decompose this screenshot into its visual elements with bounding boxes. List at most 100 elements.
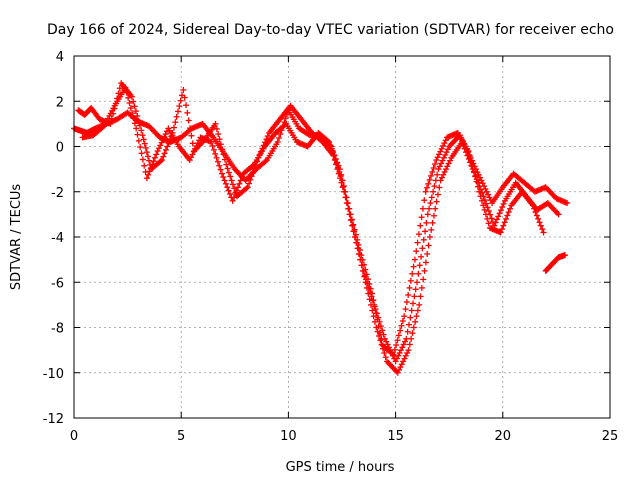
data-point [340,183,347,190]
data-point [485,191,492,198]
data-point [366,280,373,287]
data-point [373,310,380,317]
chart-title: Day 166 of 2024, Sidereal Day-to-day VTE… [47,22,614,38]
data-point [423,219,430,226]
data-point [418,284,425,291]
data-point [481,206,488,213]
data-point [327,142,334,149]
data-point [277,131,284,138]
data-point [404,328,411,335]
data-point [438,145,445,152]
data-point [383,338,390,345]
data-point [498,226,505,233]
data-point [223,161,230,168]
data-point [382,354,389,361]
y-tick-label: -10 [43,367,64,382]
data-point [414,307,421,314]
data-point [409,270,416,277]
data-point [220,151,227,158]
data-point [536,219,543,226]
data-point [133,125,140,132]
data-point [426,234,433,240]
y-tick-label: -8 [51,322,64,337]
data-point [436,163,443,170]
data-point [444,146,451,153]
data-point [397,347,404,354]
data-point [131,120,138,127]
data-point [411,293,418,300]
data-point [421,197,428,204]
data-point [194,140,201,147]
data-point [407,314,414,321]
data-point [342,188,349,195]
data-point [389,350,396,357]
data-point [468,158,475,165]
data-point [395,332,402,339]
data-point [429,219,436,226]
data-point [392,358,399,365]
data-point [134,131,141,138]
data-point [441,140,448,147]
data-point [440,154,447,161]
data-point [377,329,384,336]
data-point [396,366,403,373]
data-point [162,131,169,138]
data-point [250,169,257,176]
y-tick-label: -6 [51,276,64,291]
data-point [430,164,437,171]
data-point [393,342,400,349]
data-point [425,242,432,249]
data-point [430,188,437,195]
data-point [421,267,428,274]
data-point [225,187,232,194]
data-point [399,344,406,351]
data-point [132,108,139,115]
y-tick-label: 2 [56,95,64,110]
data-point [214,158,221,165]
data-point [346,205,353,212]
data-point [423,184,430,191]
data-point [399,317,406,324]
data-point [350,221,357,228]
data-point [212,120,219,127]
data-point [147,164,154,171]
data-point [209,142,216,149]
data-point [99,124,106,131]
data-point [422,259,429,266]
data-point [229,181,236,188]
data-point [501,219,508,226]
data-point [485,207,492,214]
data-point [473,178,480,185]
data-point [539,226,546,233]
data-point [166,136,173,143]
data-point [354,236,361,243]
axis-ticks: 0 5 10 15 20 25 -12 -10 -8 -6 -4 -2 0 2 4 [43,50,619,444]
data-point [359,256,366,263]
data-point [434,154,441,161]
data-point [371,303,378,310]
data-point [208,138,215,145]
data-point [564,200,571,207]
data-point [122,84,129,91]
data-point [193,142,200,149]
data-point [418,253,425,260]
data-point [469,163,476,170]
data-point [145,171,152,178]
data-point [221,156,228,163]
data-point [185,117,192,124]
data-point [540,229,547,236]
data-point [370,297,377,304]
data-point [154,148,161,155]
data-point [477,193,484,200]
data-point [400,341,407,348]
data-point [419,205,426,212]
data-point [338,171,345,178]
data-point [183,102,190,109]
data-point [176,103,183,110]
y-tick-label: 0 [56,141,64,156]
data-point [334,159,341,166]
data-point [416,262,423,269]
data-point [397,327,404,334]
data-point [144,153,151,160]
data-point [244,184,251,191]
